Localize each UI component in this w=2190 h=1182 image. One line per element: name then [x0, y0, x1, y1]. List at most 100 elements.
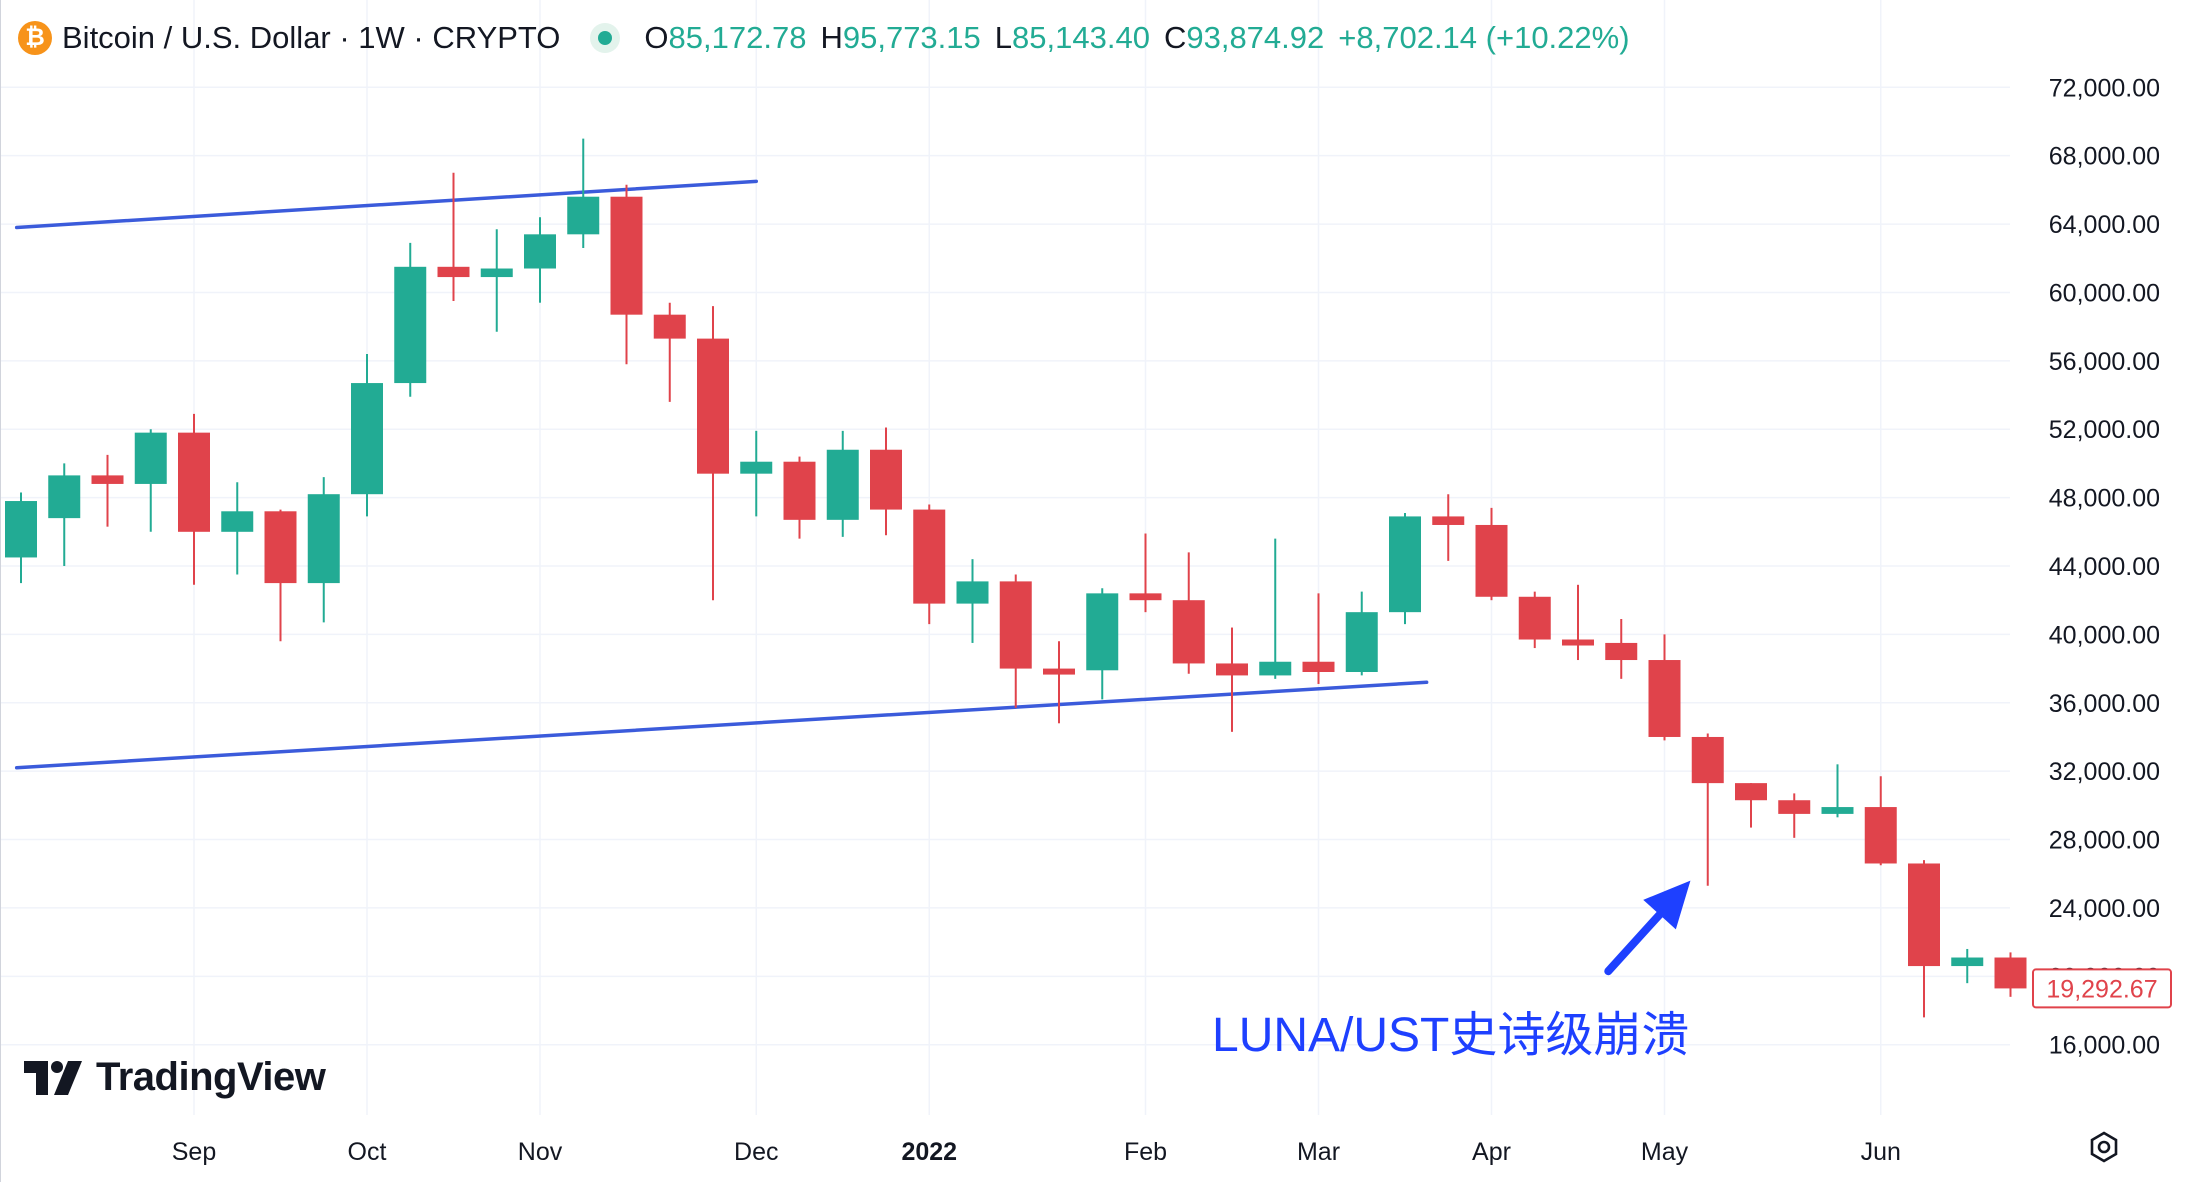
x-tick-label: Apr	[1472, 1138, 1511, 1166]
candle-body	[351, 383, 383, 495]
candle	[1951, 948, 1984, 984]
candle-body	[610, 196, 643, 315]
x-tick-label: Mar	[1297, 1138, 1340, 1166]
candle	[394, 242, 427, 397]
candle	[48, 463, 81, 566]
y-tick-label: 16,000.00	[2049, 1032, 2160, 1060]
symbol-title[interactable]: Bitcoin / U.S. Dollar · 1W · CRYPTO	[62, 20, 561, 55]
price-axis[interactable]: 72,000.00 68,000.00 64,000.00 60,000.00 56,0…	[2049, 74, 2160, 1059]
candle-body	[134, 432, 167, 484]
bitcoin-icon: ₿	[18, 21, 52, 55]
candle-body	[1389, 516, 1421, 613]
low-label: L	[994, 20, 1013, 55]
y-tick-label: 52,000.00	[2049, 416, 2160, 444]
x-tick-label: Feb	[1124, 1138, 1167, 1166]
candle-body	[783, 461, 816, 520]
candle	[5, 492, 37, 584]
candle-body	[1043, 668, 1075, 675]
candle-body	[1086, 593, 1119, 671]
candle	[1518, 591, 1551, 649]
candle-body	[1259, 661, 1292, 676]
open-label: O	[644, 20, 669, 55]
candle	[1994, 952, 2027, 997]
candle-body	[1475, 524, 1508, 597]
y-tick-label: 56,000.00	[2049, 348, 2160, 376]
candle	[437, 172, 470, 301]
candle	[1778, 793, 1811, 838]
candle	[1475, 507, 1508, 601]
candle	[913, 504, 946, 625]
candle	[1605, 619, 1638, 679]
tradingview-logo-icon	[24, 1060, 82, 1095]
time-axis[interactable]: Sep Oct Nov Dec 2022 Feb Mar Apr May Jun	[172, 1138, 1901, 1166]
low-value: 85,143.40	[1012, 20, 1150, 55]
candle	[1129, 533, 1162, 613]
candle	[1043, 641, 1075, 724]
y-tick-label: 64,000.00	[2049, 211, 2160, 239]
candle	[1864, 776, 1897, 866]
candle	[653, 302, 686, 402]
x-tick-label: Dec	[734, 1138, 778, 1166]
x-tick-label: Oct	[348, 1138, 387, 1166]
candle-body	[1172, 600, 1205, 664]
candle-body	[567, 196, 600, 235]
candle-body	[1432, 516, 1465, 525]
candle	[480, 229, 513, 332]
change-value: +8,702.14 (+10.22%)	[1338, 20, 1630, 55]
candle-body	[1778, 800, 1811, 814]
candle	[307, 477, 340, 623]
candle	[870, 427, 902, 536]
candle	[1216, 627, 1248, 732]
tradingview-logo[interactable]: TradingView	[24, 1055, 326, 1100]
candle-body	[1994, 957, 2027, 989]
x-tick-label: 2022	[901, 1138, 957, 1166]
last-price-box	[2032, 968, 2172, 1009]
candle-body	[653, 314, 686, 339]
tradingview-logo-text: TradingView	[96, 1055, 326, 1099]
candle-body	[307, 494, 340, 584]
settings-icon[interactable]	[2087, 1130, 2121, 1164]
last-price-badge: 19,292.67	[2032, 968, 2172, 1009]
candle	[91, 454, 124, 527]
x-tick-label: May	[1641, 1138, 1689, 1166]
candle	[783, 456, 816, 539]
y-tick-label: 28,000.00	[2049, 827, 2160, 855]
candle-body	[1216, 663, 1248, 676]
candle	[1648, 634, 1681, 741]
close-label: C	[1163, 20, 1187, 55]
last-price-label: 19,292.67	[2046, 975, 2157, 1003]
candle	[1562, 584, 1594, 661]
trendline	[14, 680, 1429, 770]
candle	[1302, 593, 1335, 684]
candle-body	[480, 268, 513, 278]
y-tick-label: 40,000.00	[2049, 621, 2160, 649]
candle-body	[999, 581, 1032, 669]
symbol-legend[interactable]: ₿ Bitcoin / U.S. Dollar · 1W · CRYPTO O 8…	[18, 14, 1630, 62]
x-tick-label: Nov	[518, 1138, 563, 1166]
candle	[1691, 733, 1724, 886]
arrow-head	[1643, 880, 1691, 930]
candle	[1735, 783, 1767, 828]
candle	[351, 354, 383, 517]
candle-body	[91, 475, 124, 484]
candle-body	[1302, 661, 1335, 672]
trendline	[14, 179, 758, 230]
candle-body	[1908, 863, 1940, 967]
candle-body	[264, 511, 297, 584]
y-tick-label: 72,000.00	[2049, 74, 2160, 102]
candle-body	[1864, 807, 1897, 864]
candle	[740, 430, 773, 517]
x-tick-label: Jun	[1861, 1138, 1901, 1166]
candles	[5, 138, 2027, 1018]
candle-body	[1735, 783, 1767, 801]
candle-body	[1951, 957, 1984, 967]
candle-body	[437, 266, 470, 278]
candle-body	[5, 501, 37, 558]
candle	[1908, 860, 1940, 1018]
candle-body	[1648, 660, 1681, 737]
y-tick-label: 60,000.00	[2049, 279, 2160, 307]
candle-body	[1345, 612, 1378, 672]
candle-body	[1562, 639, 1594, 646]
market-status-icon[interactable]	[590, 23, 621, 53]
